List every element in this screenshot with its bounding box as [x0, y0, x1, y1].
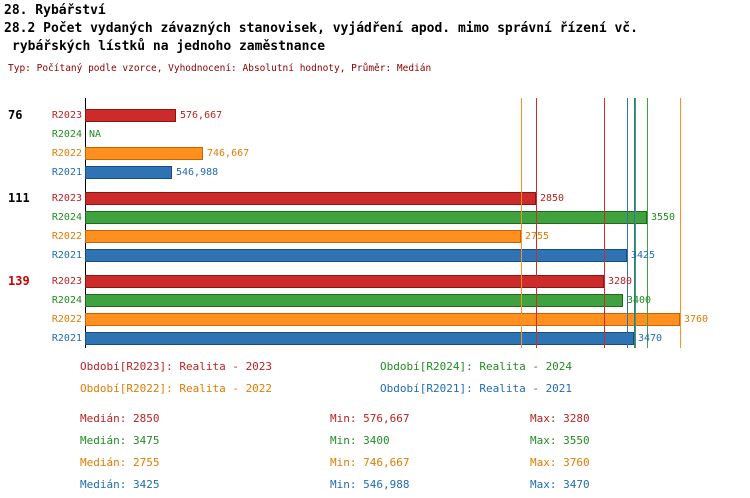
- stat-max-r2024: Max: 3550: [530, 434, 590, 447]
- value-label: 3400: [627, 295, 652, 306]
- bar: [85, 166, 172, 179]
- legend-item-r2023: Období[R2023]: Realita - 2023: [80, 360, 273, 373]
- stat-median-r2021: Medián: 3425: [80, 478, 160, 491]
- max-line: [647, 98, 648, 348]
- stat-min-r2024: Min: 3400: [330, 434, 390, 447]
- series-label: R2024: [51, 212, 82, 223]
- max-line: [634, 98, 635, 348]
- report-indicator-title-continued: rybářských lístků na jednoho zaměstnance: [12, 39, 326, 54]
- bar: [85, 109, 176, 122]
- bar: [85, 275, 604, 288]
- stat-min-r2022: Min: 746,667: [330, 456, 410, 469]
- value-label: 2755: [525, 231, 550, 242]
- stat-max-r2021: Max: 3470: [530, 478, 590, 491]
- value-label: 3425: [631, 250, 656, 261]
- stat-median-r2023: Medián: 2850: [80, 412, 160, 425]
- legend-item-r2021: Období[R2021]: Realita - 2021: [380, 382, 573, 395]
- max-line: [604, 98, 605, 348]
- group-label: 111: [8, 191, 30, 205]
- series-label: R2021: [51, 333, 82, 344]
- series-label: R2022: [51, 148, 82, 159]
- stat-min-r2023: Min: 576,667: [330, 412, 410, 425]
- bar: [85, 147, 203, 160]
- value-label: 546,988: [176, 167, 219, 178]
- series-label: R2024: [51, 295, 82, 306]
- median-line: [627, 98, 628, 348]
- bar: [85, 211, 647, 224]
- series-label: R2022: [51, 231, 82, 242]
- series-label: R2023: [51, 276, 82, 287]
- value-label: 3470: [638, 333, 663, 344]
- value-label: 3550: [651, 212, 676, 223]
- bar: [85, 230, 521, 243]
- stat-median-r2022: Medián: 2755: [80, 456, 160, 469]
- max-line: [680, 98, 681, 348]
- group-label: 76: [8, 108, 23, 122]
- bar: [85, 294, 623, 307]
- series-label: R2024: [51, 129, 82, 140]
- median-line: [635, 98, 636, 348]
- series-label: R2021: [51, 250, 82, 261]
- bar: [85, 313, 680, 326]
- legend-item-r2024: Období[R2024]: Realita - 2024: [380, 360, 573, 373]
- series-label: R2023: [51, 193, 82, 204]
- report-meta-line: Typ: Počítaný podle vzorce, Vyhodnocení:…: [8, 63, 432, 74]
- bar: [85, 249, 627, 262]
- stat-median-r2024: Medián: 3475: [80, 434, 160, 447]
- series-label: R2021: [51, 167, 82, 178]
- legend-item-r2022: Období[R2022]: Realita - 2022: [80, 382, 273, 395]
- stat-min-r2021: Min: 546,988: [330, 478, 410, 491]
- series-label: R2023: [51, 110, 82, 121]
- series-label: R2022: [51, 314, 82, 325]
- report-indicator-title: 28.2 Počet vydaných závazných stanovisek…: [4, 21, 638, 36]
- value-label: 3760: [684, 314, 709, 325]
- bar: [85, 332, 634, 345]
- value-label: 576,667: [180, 110, 223, 121]
- stat-max-r2022: Max: 3760: [530, 456, 590, 469]
- median-line: [536, 98, 537, 348]
- group-label: 139: [8, 274, 30, 288]
- median-line: [521, 98, 522, 348]
- value-label: 746,667: [207, 148, 250, 159]
- report-section-title: 28. Rybářství: [4, 3, 106, 18]
- bar: [85, 192, 536, 205]
- value-label: 2850: [540, 193, 565, 204]
- value-label: NA: [89, 129, 102, 140]
- value-label: 3280: [608, 276, 633, 287]
- stat-max-r2023: Max: 3280: [530, 412, 590, 425]
